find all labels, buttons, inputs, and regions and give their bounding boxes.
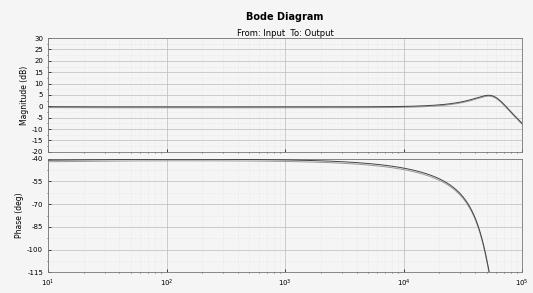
Y-axis label: Phase (deg): Phase (deg) [15, 193, 25, 239]
Text: Bode Diagram: Bode Diagram [246, 12, 324, 22]
Text: From: Input  To: Output: From: Input To: Output [237, 29, 334, 38]
Y-axis label: Magnitude (dB): Magnitude (dB) [20, 65, 29, 125]
